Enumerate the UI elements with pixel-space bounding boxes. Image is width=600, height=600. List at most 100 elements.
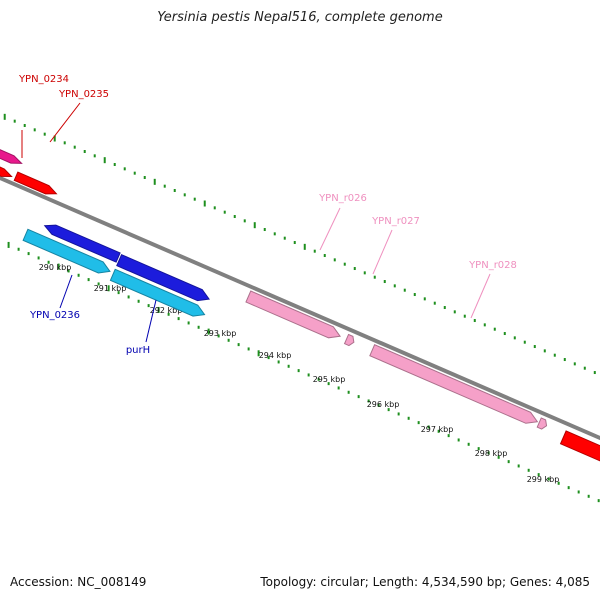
tick-mark-upper <box>543 349 546 353</box>
tick-label: 295 kbp <box>313 375 346 384</box>
tick-mark-lower <box>297 369 300 373</box>
tick-mark-lower <box>347 390 350 394</box>
tick-mark-lower <box>177 317 180 321</box>
tick-mark-upper <box>273 232 276 236</box>
gene-label[interactable]: purH <box>126 345 150 356</box>
tick-mark-lower <box>37 256 40 260</box>
tick-mark-lower <box>7 241 10 248</box>
tick-mark-lower <box>557 481 560 485</box>
gene-arrow[interactable] <box>343 333 355 347</box>
tick-mark-lower <box>147 304 150 308</box>
gene-arrow[interactable] <box>22 228 111 274</box>
tick-mark-upper <box>253 222 256 229</box>
tick-mark-lower <box>537 473 540 477</box>
gene-arrow[interactable] <box>369 344 539 424</box>
tick-mark-upper <box>3 113 6 120</box>
gene-arrow[interactable] <box>0 163 13 177</box>
tick-mark-upper <box>63 141 66 145</box>
tick-mark-lower <box>107 285 110 292</box>
tick-mark-lower <box>437 429 440 433</box>
tick-mark-lower <box>407 416 410 420</box>
accession-text: Accession: NC_008149 <box>10 575 147 589</box>
tick-mark-upper <box>363 271 366 275</box>
gene-label[interactable]: YPN_r026 <box>318 193 367 204</box>
tick-mark-upper <box>423 297 426 301</box>
tick-mark-upper <box>93 154 96 158</box>
tick-mark-upper <box>333 258 336 262</box>
tick-mark-lower <box>77 273 80 277</box>
gene-arrow[interactable] <box>109 268 206 317</box>
tick-mark-upper <box>403 288 406 292</box>
tick-mark-upper <box>513 336 516 340</box>
gene-arrow[interactable] <box>559 430 600 464</box>
map-title: Yersinia pestis Nepal516, complete genom… <box>157 10 443 25</box>
tick-mark-lower <box>87 278 90 282</box>
gene-arrow[interactable] <box>536 417 548 430</box>
tick-mark-upper <box>43 132 46 136</box>
tick-mark-lower <box>317 377 320 381</box>
gene-label[interactable]: YPN_r028 <box>468 260 517 271</box>
tick-mark-upper <box>413 293 416 297</box>
gene-arrow[interactable] <box>116 253 210 302</box>
tick-label: 298 kbp <box>475 449 508 458</box>
gene-label[interactable]: YPN_0234 <box>18 74 69 85</box>
tick-mark-upper <box>493 327 496 331</box>
gene-label-leader <box>470 273 491 319</box>
tick-mark-upper <box>293 241 296 245</box>
tick-label: 290 kbp <box>39 263 72 272</box>
gene-arrow[interactable] <box>43 224 121 263</box>
tick-mark-lower <box>217 334 220 338</box>
tick-mark-lower <box>197 325 200 329</box>
tick-mark-upper <box>433 301 436 305</box>
tick-label: 293 kbp <box>204 329 237 338</box>
gene-label-leader <box>319 207 341 251</box>
tick-mark-upper <box>463 314 466 318</box>
gene-arrow[interactable] <box>245 290 341 339</box>
gene-arrow[interactable] <box>13 171 58 195</box>
tick-label: 292 kbp <box>150 306 183 315</box>
tick-mark-upper <box>593 371 596 375</box>
tick-mark-lower <box>67 269 70 273</box>
gene-label[interactable]: YPN_0235 <box>58 89 109 100</box>
gene-label[interactable]: YPN_r027 <box>371 216 420 227</box>
tick-mark-lower <box>127 295 130 299</box>
tick-mark-upper <box>353 267 356 271</box>
tick-mark-lower <box>517 464 520 468</box>
tick-mark-upper <box>143 176 146 180</box>
tick-mark-lower <box>397 412 400 416</box>
gene-label-leader <box>372 229 393 275</box>
tick-label: 294 kbp <box>259 351 292 360</box>
tick-mark-upper <box>53 135 56 142</box>
tick-mark-lower <box>357 395 360 399</box>
tick-mark-upper <box>573 362 576 366</box>
tick-mark-upper <box>73 145 76 149</box>
gene-label-leader <box>145 299 157 343</box>
tick-label: 299 kbp <box>527 475 560 484</box>
gene-arrow[interactable] <box>0 149 23 164</box>
tick-mark-lower <box>57 263 60 270</box>
tick-mark-lower <box>427 425 430 429</box>
tick-mark-upper <box>13 119 16 123</box>
gene-label[interactable]: YPN_0236 <box>29 310 80 321</box>
tick-mark-lower <box>367 399 370 403</box>
tick-mark-lower <box>467 442 470 446</box>
tick-mark-lower <box>547 477 550 481</box>
tick-mark-upper <box>473 319 476 323</box>
tick-mark-upper <box>223 210 226 214</box>
tick-mark-upper <box>233 215 236 219</box>
tick-mark-upper <box>163 184 166 188</box>
tick-mark-lower <box>237 343 240 347</box>
tick-mark-upper <box>443 306 446 310</box>
tick-mark-upper <box>23 123 26 127</box>
tick-mark-upper <box>313 249 316 253</box>
tick-mark-upper <box>113 163 116 167</box>
tick-mark-upper <box>323 254 326 258</box>
tick-mark-upper <box>103 157 106 164</box>
tick-label: 291 kbp <box>94 284 127 293</box>
tick-mark-lower <box>487 451 490 455</box>
genome-backbone <box>0 175 600 441</box>
tick-mark-upper <box>83 150 86 154</box>
tick-mark-upper <box>123 167 126 171</box>
tick-mark-lower <box>527 468 530 472</box>
